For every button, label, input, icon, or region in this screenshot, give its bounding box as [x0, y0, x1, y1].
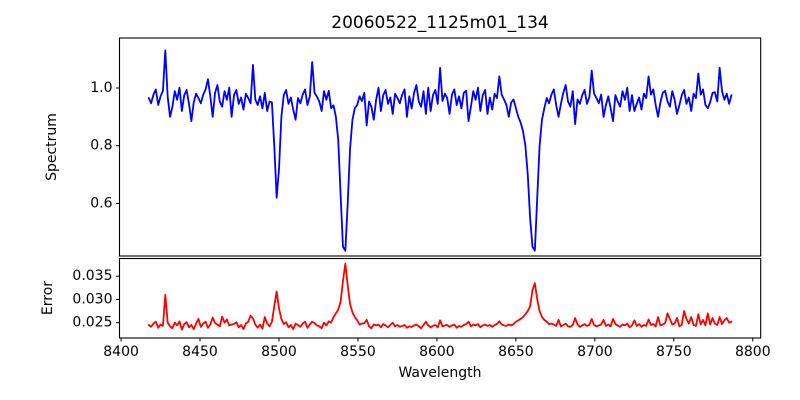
axes-render-layer: 1.0 0.8 0.6 0.035 0.030 0.025 8400 8450 8500 8550… — [72, 37, 771, 360]
error-ytick-label: 0.035 — [72, 268, 112, 284]
spectrum-data-line — [147, 49, 733, 252]
spectrum-ytick-label: 0.8 — [90, 138, 112, 154]
spectrum-y-axis-label: Spectrum — [44, 113, 60, 181]
error-ytick-label: 0.025 — [72, 315, 112, 331]
xtick-label: 8550 — [340, 344, 376, 360]
xtick-label: 8650 — [498, 344, 534, 360]
xtick-label: 8750 — [656, 344, 692, 360]
spectrum-ytick-label: 0.6 — [90, 195, 112, 211]
xtick-label: 8450 — [182, 344, 218, 360]
xtick-label: 8600 — [419, 344, 455, 360]
error-data-line — [147, 262, 733, 331]
error-ytick-label: 0.030 — [72, 291, 112, 307]
error-y-axis-label: Error — [40, 281, 56, 315]
xtick-label: 8500 — [261, 344, 297, 360]
xtick-label: 8400 — [103, 344, 139, 360]
xtick-label: 8700 — [577, 344, 613, 360]
x-axis-label: Wavelength — [398, 365, 481, 381]
xtick-label: 8800 — [735, 344, 771, 360]
spectrum-axes-spines — [118, 37, 762, 257]
spectrum-ytick-label: 1.0 — [90, 80, 112, 96]
chart-title: 20060522_1125m01_134 — [331, 13, 548, 33]
error-axes-spines — [118, 257, 762, 339]
